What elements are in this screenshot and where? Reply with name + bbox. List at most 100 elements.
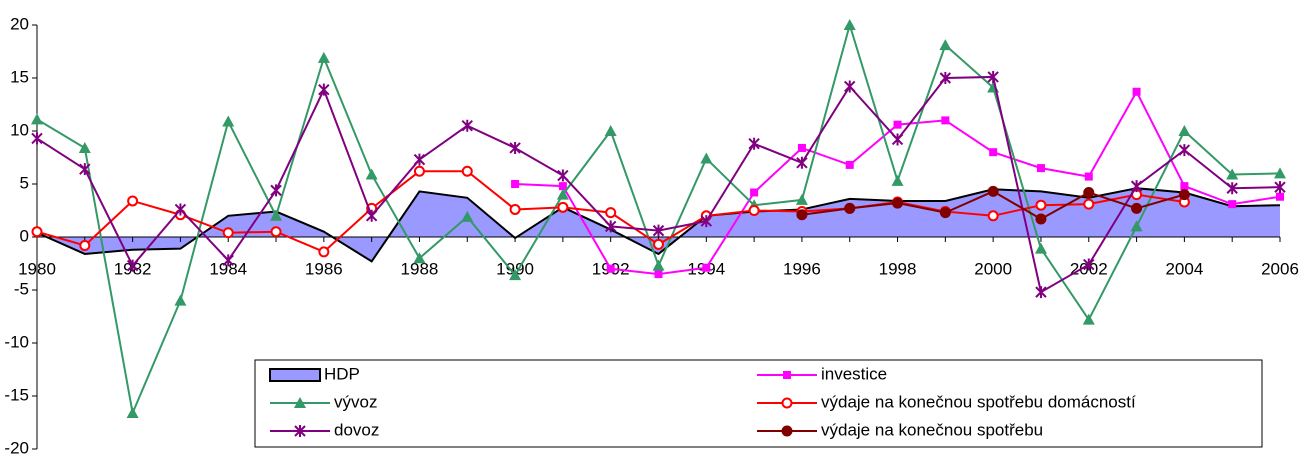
legend-label: investice xyxy=(821,364,887,383)
point xyxy=(1035,286,1047,299)
point xyxy=(1083,198,1095,210)
point xyxy=(509,141,521,154)
point xyxy=(796,209,808,221)
legend-marker xyxy=(781,397,793,409)
point xyxy=(845,160,854,169)
legend-label: výdaje na konečnou spotřebu domácností xyxy=(821,392,1136,411)
point xyxy=(1034,242,1047,254)
point xyxy=(558,182,567,191)
point xyxy=(511,180,520,188)
point xyxy=(843,19,856,30)
legend-marker xyxy=(783,371,791,379)
legend-label: vývoz xyxy=(334,392,377,411)
point xyxy=(461,119,473,132)
point xyxy=(31,226,43,238)
point xyxy=(1131,202,1143,214)
point xyxy=(1083,186,1095,198)
x-tick-label: 2004 xyxy=(1165,259,1203,278)
point xyxy=(702,263,711,272)
point xyxy=(700,152,713,164)
point xyxy=(222,254,234,267)
y-tick-label: 0 xyxy=(20,226,29,245)
x-tick-label: 1984 xyxy=(209,259,247,278)
point xyxy=(461,165,473,177)
point xyxy=(654,270,663,279)
point xyxy=(1036,164,1045,173)
point xyxy=(174,203,187,216)
legend-marker xyxy=(294,397,306,408)
point xyxy=(605,207,617,219)
point xyxy=(844,202,856,214)
point xyxy=(31,132,43,145)
y-tick-label: -20 xyxy=(4,438,29,457)
point xyxy=(606,264,615,273)
legend-label: HDP xyxy=(324,364,360,383)
x-tick-label: 1988 xyxy=(401,259,439,278)
x-tick-label: 1998 xyxy=(879,259,917,278)
point xyxy=(652,224,665,237)
point xyxy=(461,210,474,222)
point xyxy=(270,226,282,238)
point xyxy=(79,163,91,176)
point xyxy=(987,185,999,197)
point xyxy=(270,184,282,197)
point xyxy=(939,39,952,51)
point xyxy=(413,153,426,166)
point xyxy=(941,116,950,125)
point xyxy=(78,141,91,153)
point xyxy=(1178,144,1191,157)
point xyxy=(891,133,904,146)
point xyxy=(750,188,759,197)
point xyxy=(556,188,569,200)
point xyxy=(1083,258,1095,271)
point xyxy=(222,115,235,127)
point xyxy=(127,195,139,207)
point xyxy=(844,80,856,93)
point xyxy=(796,156,808,169)
x-tick-label: 1996 xyxy=(783,259,821,278)
point xyxy=(1178,189,1190,201)
point xyxy=(1130,180,1143,193)
point xyxy=(318,246,330,258)
point xyxy=(31,113,43,125)
point xyxy=(126,406,139,418)
y-tick-label: -5 xyxy=(14,279,29,298)
area-outline xyxy=(36,187,1281,263)
point xyxy=(317,51,330,63)
x-tick-label: 1980 xyxy=(18,259,56,278)
point xyxy=(989,148,998,157)
point xyxy=(1226,182,1238,195)
legend-swatch xyxy=(269,368,321,382)
point xyxy=(653,238,664,250)
point xyxy=(79,239,91,251)
point xyxy=(891,174,904,186)
point xyxy=(557,169,569,182)
point xyxy=(987,70,999,83)
point xyxy=(1035,199,1047,211)
point xyxy=(604,220,617,233)
point xyxy=(174,294,187,306)
legend-label: dovoz xyxy=(334,420,379,439)
legend-label: výdaje na konečnou spotřebu xyxy=(821,420,1043,439)
point xyxy=(509,269,522,281)
point xyxy=(365,209,378,222)
point xyxy=(748,137,760,150)
point xyxy=(413,165,425,177)
point xyxy=(1084,172,1093,181)
point xyxy=(604,125,617,136)
y-tick-label: 5 xyxy=(20,173,29,192)
point xyxy=(795,193,808,205)
point xyxy=(797,143,806,152)
point xyxy=(1226,168,1239,180)
y-tick-label: 20 xyxy=(10,14,29,33)
x-tick-label: 2006 xyxy=(1261,259,1299,278)
point xyxy=(652,259,665,271)
point xyxy=(700,215,713,228)
y-tick-label: 10 xyxy=(10,120,29,139)
point xyxy=(1180,182,1189,191)
area xyxy=(37,188,1280,262)
point xyxy=(1035,213,1047,225)
x-tick-label: 1986 xyxy=(305,259,343,278)
point xyxy=(270,209,283,221)
